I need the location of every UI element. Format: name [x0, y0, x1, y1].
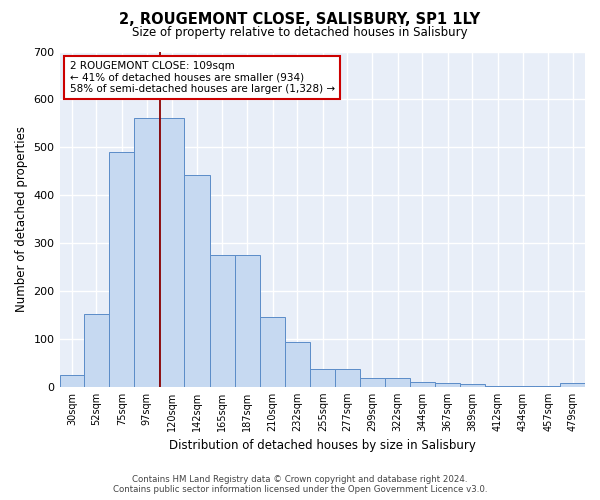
X-axis label: Distribution of detached houses by size in Salisbury: Distribution of detached houses by size … [169, 440, 476, 452]
Text: 2, ROUGEMONT CLOSE, SALISBURY, SP1 1LY: 2, ROUGEMONT CLOSE, SALISBURY, SP1 1LY [119, 12, 481, 28]
Text: Contains HM Land Registry data © Crown copyright and database right 2024.
Contai: Contains HM Land Registry data © Crown c… [113, 474, 487, 494]
Bar [209, 255, 235, 387]
Bar [134, 118, 160, 387]
Bar [435, 384, 460, 387]
Bar [310, 369, 335, 387]
Bar [385, 378, 410, 387]
Text: 2 ROUGEMONT CLOSE: 109sqm
← 41% of detached houses are smaller (934)
58% of semi: 2 ROUGEMONT CLOSE: 109sqm ← 41% of detac… [70, 61, 335, 94]
Bar [59, 375, 84, 387]
Bar [84, 314, 109, 387]
Bar [285, 342, 310, 387]
Bar [235, 255, 260, 387]
Bar [410, 382, 435, 387]
Bar [535, 386, 560, 387]
Bar [510, 386, 535, 387]
Bar [335, 369, 359, 387]
Bar [260, 318, 285, 387]
Bar [560, 384, 585, 387]
Bar [460, 384, 485, 387]
Bar [109, 152, 134, 387]
Bar [359, 378, 385, 387]
Bar [184, 175, 209, 387]
Bar [160, 118, 184, 387]
Bar [485, 386, 510, 387]
Y-axis label: Number of detached properties: Number of detached properties [15, 126, 28, 312]
Text: Size of property relative to detached houses in Salisbury: Size of property relative to detached ho… [132, 26, 468, 39]
